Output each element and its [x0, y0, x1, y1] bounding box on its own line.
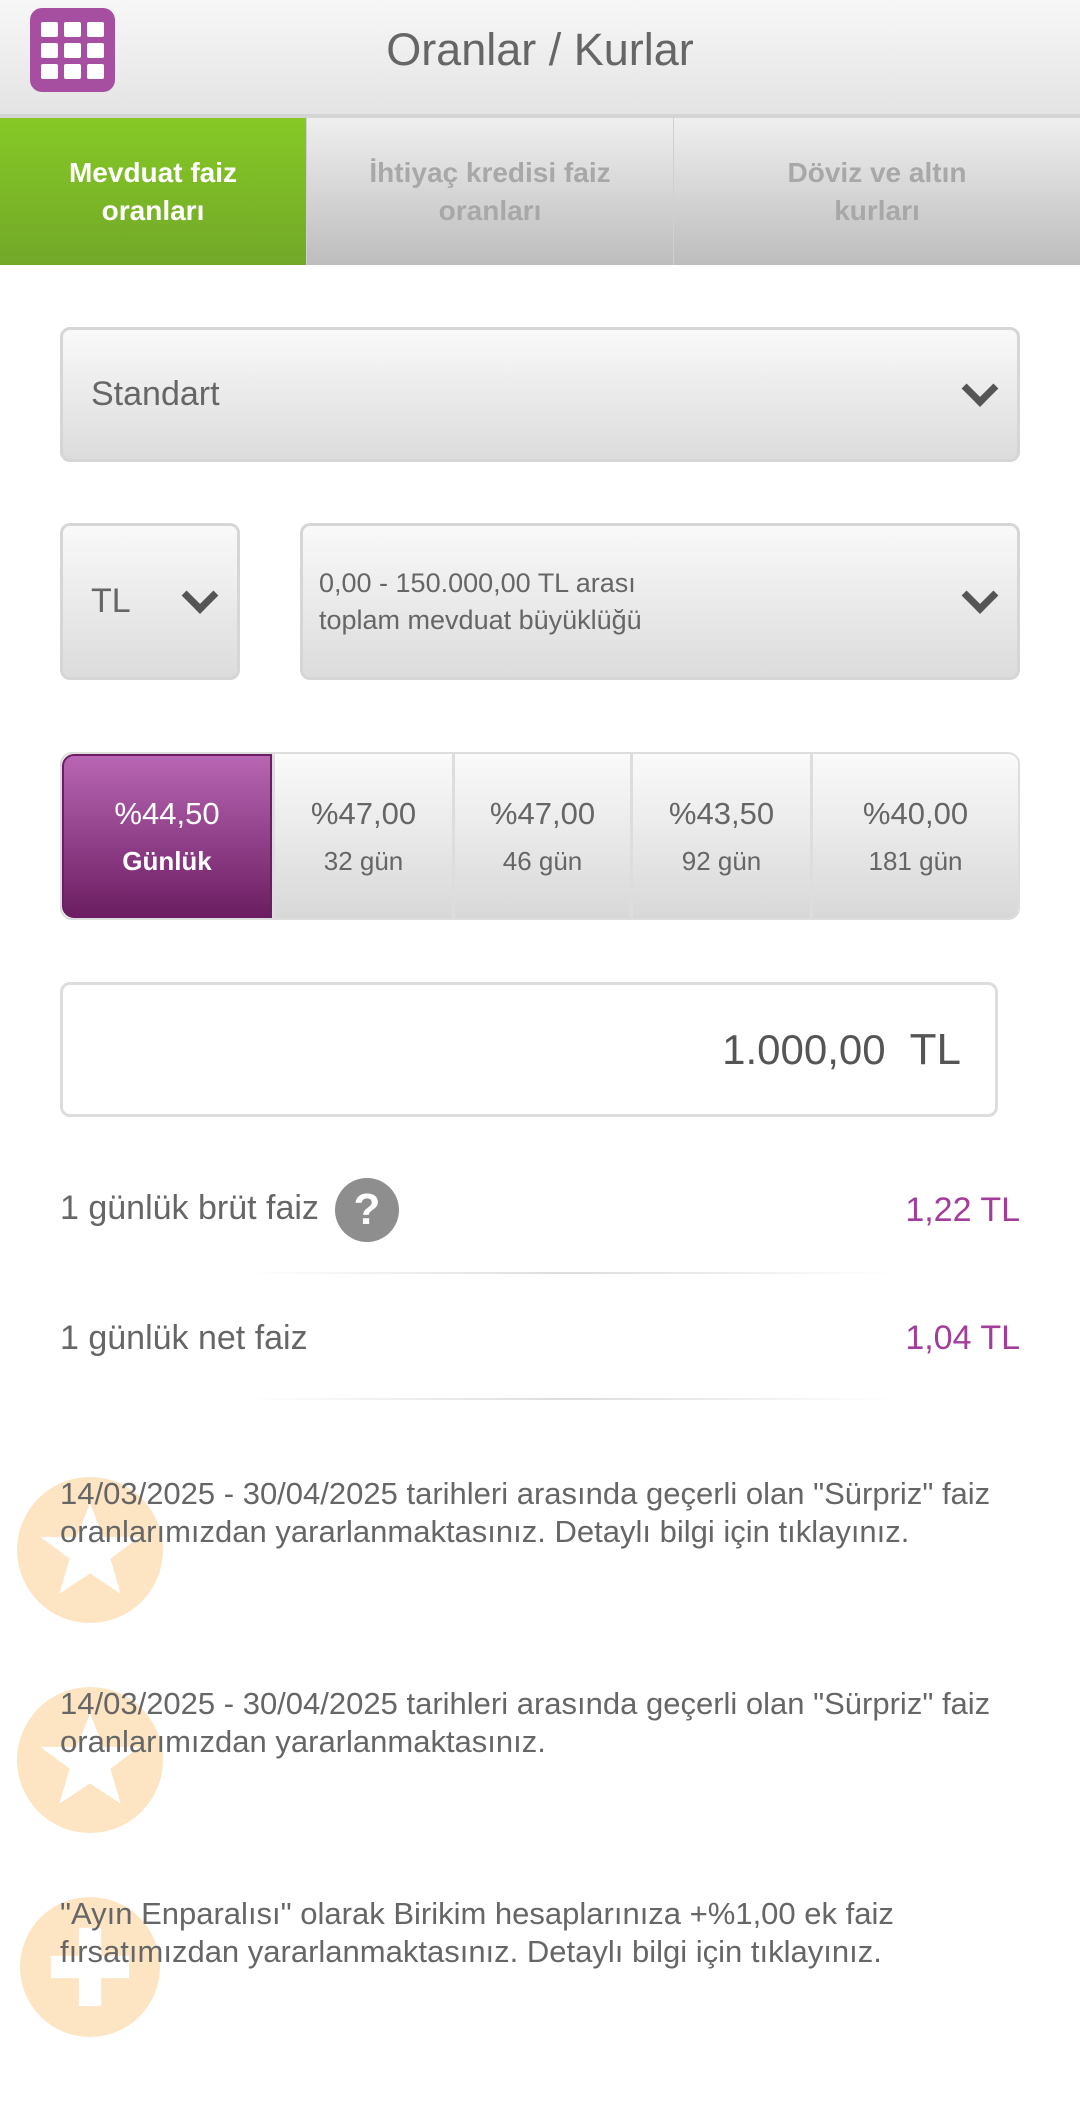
chevron-down-icon	[961, 576, 999, 614]
plus-icon	[20, 1897, 160, 2037]
term-rate-selector: %44,50 Günlük %47,00 32 gün %47,00 46 gün %…	[60, 752, 1020, 920]
tab-deposit-rates[interactable]: Mevduat faiz oranları	[0, 118, 306, 265]
rate-option-46[interactable]: %47,00 46 gün	[452, 754, 630, 918]
net-interest-row: 1 günlük net faiz 1,04 TL	[60, 1303, 1020, 1373]
rate-term: 92 gün	[681, 845, 762, 876]
chevron-down-icon	[181, 576, 219, 614]
tab-loan-rates[interactable]: İhtiyaç kredisi faiz oranları	[306, 118, 673, 265]
net-interest-label: 1 günlük net faiz	[60, 1318, 308, 1357]
star-icon	[17, 1477, 163, 1623]
rate-value: %47,00	[489, 795, 596, 831]
product-select[interactable]: Standart	[60, 327, 1020, 462]
currency-select-value: TL	[91, 582, 131, 620]
rate-term: 46 gün	[502, 845, 583, 876]
grid-menu-icon[interactable]	[30, 8, 115, 92]
range-line-1: 0,00 - 150.000,00 TL arası	[319, 567, 636, 598]
gross-interest-label: 1 günlük brüt faiz	[60, 1188, 319, 1227]
rate-value: %47,00	[310, 795, 417, 831]
surprise-rate-note-link[interactable]: 14/03/2025 - 30/04/2025 tarihleri arasın…	[60, 1476, 991, 1549]
rate-option-daily[interactable]: %44,50 Günlük	[62, 754, 272, 918]
rate-value: %43,50	[668, 795, 775, 831]
product-select-value: Standart	[91, 375, 220, 413]
rate-value: %40,00	[862, 795, 969, 831]
amount-range-select[interactable]: 0,00 - 150.000,00 TL arası toplam mevdua…	[300, 523, 1020, 680]
help-icon[interactable]: ?	[334, 1178, 399, 1242]
star-icon	[17, 1687, 163, 1833]
amount-currency: TL	[909, 1024, 961, 1074]
amount-input[interactable]: 1.000,00 TL	[60, 982, 998, 1117]
range-line-2: toplam mevduat büyüklüğü	[319, 604, 642, 635]
tab-fx-gold-rates[interactable]: Döviz ve altın kurları	[673, 118, 1080, 265]
divider	[240, 1272, 900, 1274]
surprise-rate-note: 14/03/2025 - 30/04/2025 tarihleri arasın…	[60, 1686, 991, 1759]
rate-term: Günlük	[122, 845, 212, 876]
rate-option-32[interactable]: %47,00 32 gün	[272, 754, 452, 918]
rate-value: %44,50	[114, 795, 220, 831]
app-header: Oranlar / Kurlar	[0, 0, 1080, 118]
gross-interest-value: 1,22 TL	[905, 1190, 1020, 1229]
net-interest-value: 1,04 TL	[905, 1318, 1020, 1357]
currency-select[interactable]: TL	[60, 523, 240, 680]
amount-value: 1.000,00	[722, 1025, 886, 1073]
page-title: Oranlar / Kurlar	[386, 24, 694, 75]
tab-bar: Mevduat faiz oranları İhtiyaç kredisi fa…	[0, 118, 1080, 265]
chevron-down-icon	[961, 369, 999, 407]
rate-option-92[interactable]: %43,50 92 gün	[630, 754, 810, 918]
rate-term: 181 gün	[868, 845, 963, 876]
rate-term: 32 gün	[323, 845, 404, 876]
gross-interest-row: 1 günlük brüt faiz? 1,22 TL	[60, 1175, 1020, 1245]
divider	[240, 1398, 900, 1400]
rate-option-181[interactable]: %40,00 181 gün	[810, 754, 1018, 918]
extra-interest-note-link[interactable]: "Ayın Enparalısı" olarak Birikim hesapla…	[60, 1896, 894, 1969]
